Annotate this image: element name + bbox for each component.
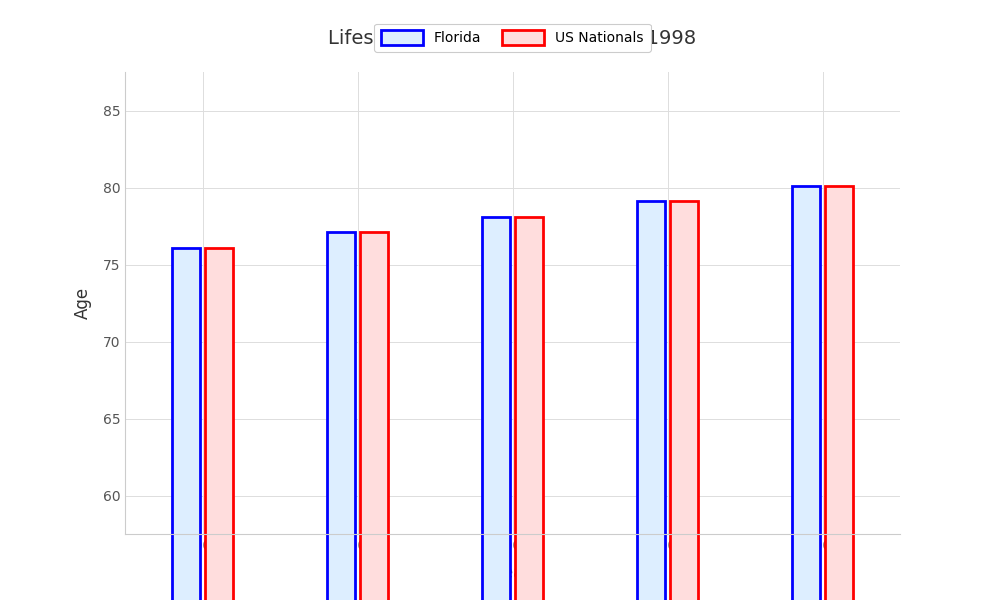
Bar — [515, 217, 543, 600]
Bar — [205, 248, 233, 600]
Bar — [482, 217, 510, 600]
Y-axis label: Age: Age — [73, 287, 91, 319]
Bar — [792, 186, 820, 600]
X-axis label: Year: Year — [495, 564, 530, 582]
Bar — [637, 202, 665, 600]
Bar — [327, 232, 355, 600]
Legend: Florida, US Nationals: Florida, US Nationals — [374, 23, 651, 52]
Bar — [172, 248, 200, 600]
Bar — [360, 232, 388, 600]
Bar — [825, 186, 853, 600]
Bar — [670, 202, 698, 600]
Title: Lifespan in Florida from 1961 to 1998: Lifespan in Florida from 1961 to 1998 — [328, 29, 697, 48]
